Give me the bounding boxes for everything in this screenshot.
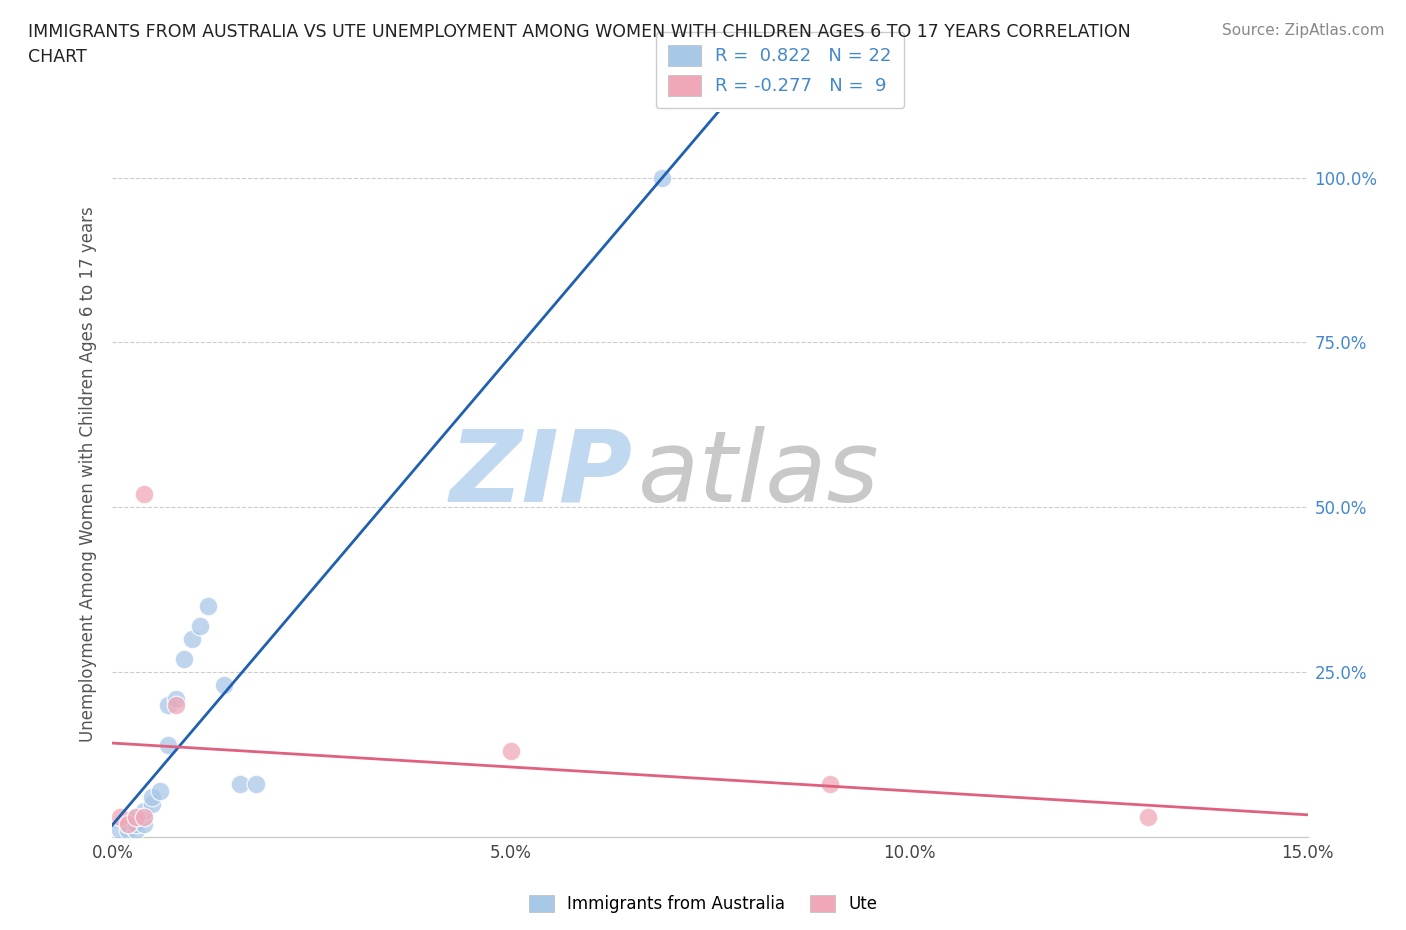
Point [110, 823, 132, 838]
Y-axis label: Unemployment Among Women with Children Ages 6 to 17 years: Unemployment Among Women with Children A… [79, 206, 97, 742]
Text: IMMIGRANTS FROM AUSTRALIA VS UTE UNEMPLOYMENT AMONG WOMEN WITH CHILDREN AGES 6 T: IMMIGRANTS FROM AUSTRALIA VS UTE UNEMPLO… [28, 23, 1130, 66]
Text: Source: ZipAtlas.com: Source: ZipAtlas.com [1222, 23, 1385, 38]
Point [1137, 810, 1160, 825]
Point [149, 783, 172, 798]
Point [651, 170, 673, 185]
Point [141, 797, 163, 812]
Point [245, 777, 267, 791]
Point [818, 777, 841, 791]
Point [117, 823, 139, 838]
Point [157, 737, 180, 752]
Point [212, 678, 235, 693]
Point [134, 810, 156, 825]
Point [117, 817, 139, 831]
Point [134, 804, 156, 818]
Point [125, 810, 148, 825]
Point [188, 618, 211, 633]
Point [134, 817, 156, 831]
Point [125, 810, 148, 825]
Legend: Immigrants from Australia, Ute: Immigrants from Australia, Ute [520, 887, 886, 922]
Point [117, 817, 139, 831]
Point [157, 698, 180, 712]
Point [499, 744, 522, 759]
Point [134, 486, 156, 501]
Point [110, 810, 132, 825]
Text: ZIP: ZIP [450, 426, 633, 523]
Point [229, 777, 252, 791]
Point [173, 652, 195, 667]
Point [181, 631, 204, 646]
Point [125, 817, 148, 831]
Point [141, 790, 163, 804]
Point [165, 691, 187, 706]
Text: atlas: atlas [638, 426, 880, 523]
Point [165, 698, 187, 712]
Point [197, 599, 219, 614]
Point [125, 823, 148, 838]
